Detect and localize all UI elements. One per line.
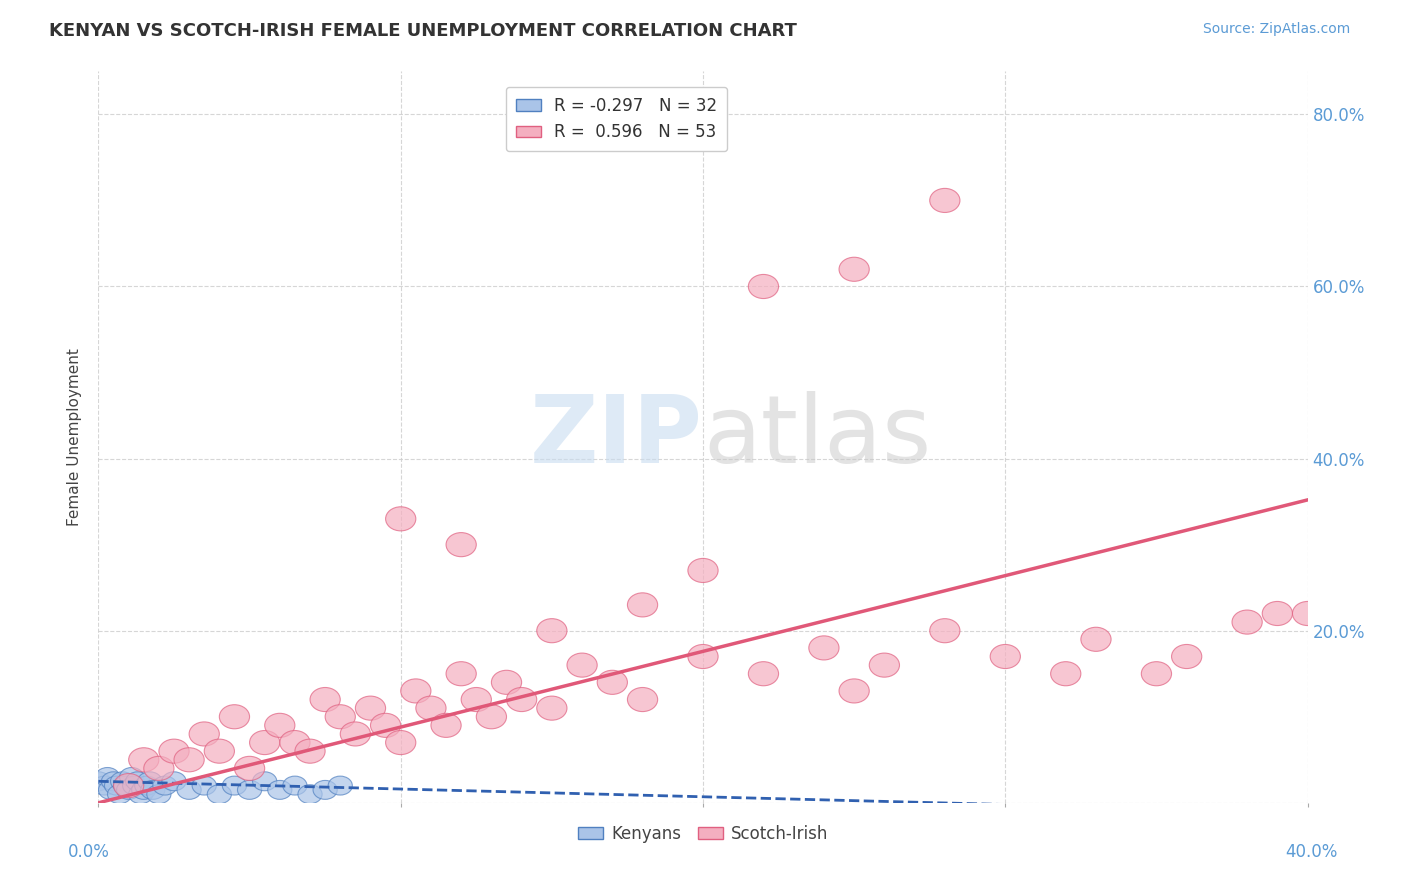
Ellipse shape — [461, 688, 492, 712]
Ellipse shape — [295, 739, 325, 764]
Ellipse shape — [129, 785, 153, 804]
Ellipse shape — [688, 558, 718, 582]
Ellipse shape — [138, 772, 162, 790]
Ellipse shape — [86, 772, 111, 790]
Ellipse shape — [235, 756, 264, 780]
Ellipse shape — [446, 533, 477, 557]
Ellipse shape — [1171, 644, 1202, 669]
Ellipse shape — [190, 722, 219, 746]
Ellipse shape — [159, 739, 188, 764]
Ellipse shape — [537, 696, 567, 720]
Ellipse shape — [111, 772, 135, 790]
Ellipse shape — [929, 619, 960, 643]
Ellipse shape — [132, 780, 156, 799]
Ellipse shape — [141, 780, 165, 799]
Ellipse shape — [177, 780, 201, 799]
Ellipse shape — [107, 785, 132, 804]
Ellipse shape — [135, 776, 159, 795]
Ellipse shape — [567, 653, 598, 677]
Ellipse shape — [283, 776, 307, 795]
Ellipse shape — [446, 662, 477, 686]
Ellipse shape — [325, 705, 356, 729]
Legend: Kenyans, Scotch-Irish: Kenyans, Scotch-Irish — [571, 818, 835, 849]
Ellipse shape — [120, 767, 143, 787]
Ellipse shape — [314, 780, 337, 799]
Ellipse shape — [125, 772, 150, 790]
Ellipse shape — [839, 257, 869, 281]
Ellipse shape — [340, 722, 371, 746]
Ellipse shape — [280, 731, 311, 755]
Ellipse shape — [1081, 627, 1111, 651]
Text: 40.0%: 40.0% — [1285, 843, 1339, 861]
Ellipse shape — [267, 780, 292, 799]
Ellipse shape — [122, 776, 146, 795]
Ellipse shape — [385, 507, 416, 531]
Ellipse shape — [193, 776, 217, 795]
Ellipse shape — [146, 785, 172, 804]
Ellipse shape — [929, 188, 960, 212]
Ellipse shape — [250, 731, 280, 755]
Ellipse shape — [808, 636, 839, 660]
Ellipse shape — [264, 714, 295, 738]
Ellipse shape — [492, 670, 522, 694]
Ellipse shape — [93, 776, 117, 795]
Ellipse shape — [477, 705, 506, 729]
Y-axis label: Female Unemployment: Female Unemployment — [67, 348, 83, 526]
Ellipse shape — [129, 747, 159, 772]
Ellipse shape — [1263, 601, 1292, 625]
Text: Source: ZipAtlas.com: Source: ZipAtlas.com — [1202, 22, 1350, 37]
Text: atlas: atlas — [703, 391, 931, 483]
Ellipse shape — [222, 776, 246, 795]
Ellipse shape — [117, 780, 141, 799]
Ellipse shape — [627, 593, 658, 617]
Ellipse shape — [219, 705, 250, 729]
Ellipse shape — [253, 772, 277, 790]
Ellipse shape — [143, 756, 174, 780]
Ellipse shape — [104, 776, 129, 795]
Text: KENYAN VS SCOTCH-IRISH FEMALE UNEMPLOYMENT CORRELATION CHART: KENYAN VS SCOTCH-IRISH FEMALE UNEMPLOYME… — [49, 22, 797, 40]
Ellipse shape — [153, 776, 177, 795]
Ellipse shape — [1232, 610, 1263, 634]
Ellipse shape — [162, 772, 186, 790]
Ellipse shape — [627, 688, 658, 712]
Ellipse shape — [1142, 662, 1171, 686]
Ellipse shape — [356, 696, 385, 720]
Ellipse shape — [96, 767, 120, 787]
Ellipse shape — [748, 275, 779, 299]
Ellipse shape — [1050, 662, 1081, 686]
Ellipse shape — [401, 679, 432, 703]
Ellipse shape — [839, 679, 869, 703]
Ellipse shape — [432, 714, 461, 738]
Ellipse shape — [328, 776, 353, 795]
Ellipse shape — [114, 773, 143, 797]
Ellipse shape — [311, 688, 340, 712]
Ellipse shape — [688, 644, 718, 669]
Ellipse shape — [416, 696, 446, 720]
Ellipse shape — [598, 670, 627, 694]
Ellipse shape — [990, 644, 1021, 669]
Text: 0.0%: 0.0% — [69, 843, 110, 861]
Ellipse shape — [174, 747, 204, 772]
Ellipse shape — [238, 780, 262, 799]
Ellipse shape — [298, 785, 322, 804]
Ellipse shape — [98, 780, 122, 799]
Ellipse shape — [537, 619, 567, 643]
Ellipse shape — [207, 785, 232, 804]
Text: ZIP: ZIP — [530, 391, 703, 483]
Ellipse shape — [748, 662, 779, 686]
Ellipse shape — [101, 772, 125, 790]
Ellipse shape — [114, 776, 138, 795]
Ellipse shape — [204, 739, 235, 764]
Ellipse shape — [506, 688, 537, 712]
Ellipse shape — [371, 714, 401, 738]
Ellipse shape — [869, 653, 900, 677]
Ellipse shape — [385, 731, 416, 755]
Ellipse shape — [1292, 601, 1323, 625]
